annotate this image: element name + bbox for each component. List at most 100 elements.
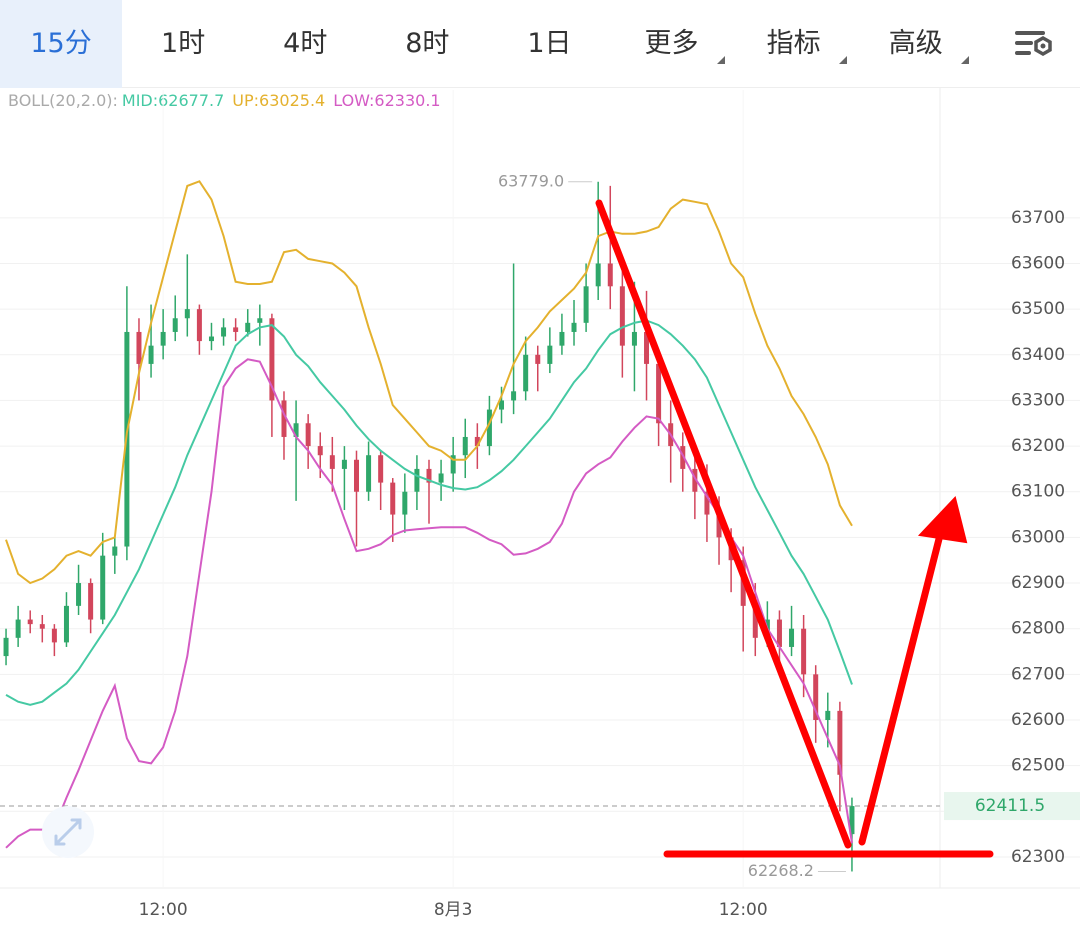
candle-body	[136, 331, 142, 364]
x-tick-label: 8月3	[434, 900, 473, 920]
y-tick-label: 63500	[1011, 299, 1065, 319]
candle-body	[535, 354, 541, 364]
candle-body	[547, 345, 553, 364]
candle-body	[607, 263, 613, 287]
y-tick-label: 62700	[1011, 664, 1065, 684]
tab[interactable]: 1日	[527, 28, 572, 59]
indicator-line	[5, 180, 853, 585]
y-tick-label: 63200	[1011, 436, 1065, 456]
candle-body	[39, 624, 45, 629]
candle-body	[474, 436, 480, 447]
candle-body	[281, 400, 287, 437]
candle-body	[208, 336, 214, 342]
candle-body	[329, 455, 335, 469]
candle-body	[257, 318, 263, 323]
candle-body	[559, 331, 565, 346]
candle-body	[27, 619, 33, 625]
candle-body	[523, 354, 529, 392]
tab-label: 高级	[888, 28, 943, 59]
candle-body	[414, 468, 420, 492]
candle-body	[571, 322, 577, 332]
tab[interactable]: 更多	[610, 0, 732, 88]
hand-drawn-annotation	[595, 199, 994, 858]
candle-body	[366, 455, 372, 492]
tab-label: 指标	[766, 28, 821, 59]
tab[interactable]: 高级	[855, 0, 977, 88]
candle-body	[486, 409, 492, 447]
candle-body	[76, 583, 82, 606]
legend-entry: MID:62677.7	[122, 91, 224, 110]
y-tick-label: 62300	[1011, 847, 1065, 867]
tab[interactable]: 15分	[0, 0, 123, 88]
candle-body	[390, 482, 396, 515]
candle-body	[656, 363, 662, 424]
candle-body	[88, 583, 94, 620]
x-tick-label: 12:00	[139, 900, 188, 920]
candle-body	[15, 619, 21, 638]
candle-body	[426, 468, 432, 483]
y-tick-label: 62600	[1011, 710, 1065, 730]
candle-body	[438, 473, 444, 483]
candle-body	[825, 710, 831, 720]
candle-body	[353, 459, 359, 492]
y-tick-label: 63300	[1011, 390, 1065, 410]
candle-body	[450, 455, 456, 474]
candle-body	[172, 318, 178, 332]
legend-entry: LOW:62330.1	[333, 91, 440, 110]
last-price-badge	[944, 792, 1080, 821]
candle-body	[3, 637, 9, 657]
candle-body	[789, 628, 795, 647]
candle-body	[233, 327, 239, 332]
y-tick-label: 63100	[1011, 482, 1065, 502]
candle-body	[849, 806, 855, 835]
candle-body	[112, 546, 118, 556]
candle-body	[305, 423, 311, 447]
indicator-label: BOLL(20,2.0):	[8, 91, 118, 110]
tab[interactable]: 指标	[733, 0, 855, 88]
candle-body	[752, 605, 758, 638]
candle-body	[378, 455, 384, 483]
candle-body	[402, 491, 408, 515]
candle-body	[148, 345, 154, 364]
y-tick-label: 62900	[1011, 573, 1065, 593]
candle-body	[462, 436, 468, 456]
indicator-line	[5, 358, 853, 849]
candle-body	[813, 674, 819, 720]
candle-body	[716, 514, 722, 538]
legend-entry: UP:63025.4	[232, 91, 325, 110]
settings-icon[interactable]	[977, 0, 1080, 88]
candle-body	[341, 459, 347, 469]
candle-body	[595, 263, 601, 287]
timeframe-tabs: 15分 1时 4时 8时 1日 更多 指标 高级	[0, 0, 1080, 88]
x-tick-label: 12:00	[719, 900, 768, 920]
candle-body	[499, 400, 505, 410]
last-price-label: 62411.5	[975, 796, 1045, 816]
zoom-icon[interactable]	[42, 806, 94, 858]
low-label: 62268.2	[748, 861, 814, 880]
tab[interactable]: 4时	[283, 28, 328, 59]
candle-body	[644, 331, 650, 364]
candle-body	[269, 318, 275, 401]
candle-body	[704, 491, 710, 515]
indicator-legend: BOLL(20,2.0): MID:62677.7 UP:63025.4 LOW:62…	[8, 91, 441, 110]
candle-body	[293, 423, 299, 437]
indicator-line	[5, 319, 853, 706]
tab-label: 更多	[644, 28, 699, 59]
candle-body	[184, 309, 190, 319]
y-tick-label: 62800	[1011, 619, 1065, 639]
candle-body	[680, 446, 686, 469]
candle-body	[692, 468, 698, 492]
candle-body	[837, 710, 843, 775]
y-tick-label: 62500	[1011, 756, 1065, 776]
candle-body	[245, 322, 251, 332]
candle-body	[196, 309, 202, 342]
candle-body	[511, 391, 517, 401]
candle-body	[100, 555, 106, 620]
tab[interactable]: 8时	[405, 28, 450, 59]
candle-body	[51, 628, 57, 643]
candle-body	[221, 327, 227, 337]
tab[interactable]: 1时	[161, 28, 206, 59]
candle-body	[776, 619, 782, 647]
